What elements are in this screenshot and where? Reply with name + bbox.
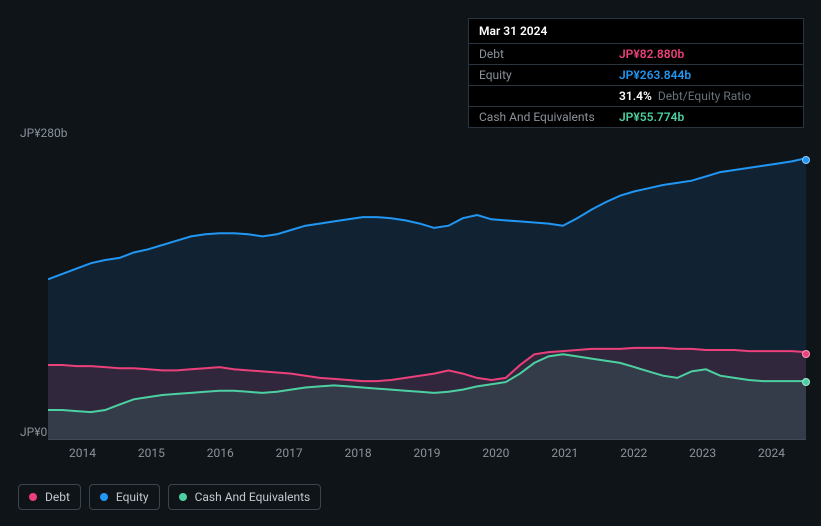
- tooltip-row: Equity JP¥263.844b: [469, 65, 803, 86]
- tooltip-row: Cash And Equivalents JP¥55.774b: [469, 107, 803, 127]
- legend-label: Debt: [45, 490, 70, 504]
- chart-legend: Debt Equity Cash And Equivalents: [18, 484, 321, 510]
- x-axis-year: 2022: [620, 446, 647, 460]
- y-axis-zero-label: JP¥0: [20, 425, 47, 439]
- legend-dot-icon: [100, 493, 108, 501]
- y-axis-max-label: JP¥280b: [20, 126, 67, 140]
- legend-item[interactable]: Cash And Equivalents: [168, 484, 322, 510]
- legend-item[interactable]: Debt: [18, 484, 81, 510]
- series-end-dot: [802, 156, 810, 164]
- tooltip-row-label: Debt: [479, 47, 599, 61]
- series-end-dot: [802, 378, 810, 386]
- x-axis-year: 2020: [482, 446, 509, 460]
- x-axis-year: 2019: [414, 446, 441, 460]
- tooltip-row-value: JP¥82.880b: [619, 47, 684, 61]
- x-axis-year: 2023: [689, 446, 716, 460]
- legend-dot-icon: [179, 493, 187, 501]
- legend-dot-icon: [29, 493, 37, 501]
- x-axis-year: 2017: [276, 446, 303, 460]
- tooltip-rows: Debt JP¥82.880b Equity JP¥263.844b 31.4%Debt…: [469, 44, 803, 127]
- tooltip-row-value: 31.4%Debt/Equity Ratio: [619, 89, 751, 103]
- chart-tooltip: Mar 31 2024 Debt JP¥82.880b Equity JP¥263.8…: [468, 18, 804, 128]
- tooltip-date: Mar 31 2024: [469, 19, 803, 44]
- legend-label: Cash And Equivalents: [195, 490, 311, 504]
- legend-label: Equity: [116, 490, 149, 504]
- tooltip-row-label: Equity: [479, 68, 599, 82]
- tooltip-row: 31.4%Debt/Equity Ratio: [469, 86, 803, 107]
- x-axis-year: 2018: [345, 446, 372, 460]
- tooltip-row-value: JP¥263.844b: [619, 68, 691, 82]
- tooltip-row-label: Cash And Equivalents: [479, 110, 599, 124]
- x-axis-year: 2015: [138, 446, 165, 460]
- x-axis-year: 2014: [69, 446, 96, 460]
- x-axis-year: 2016: [207, 446, 234, 460]
- x-axis-year: 2021: [551, 446, 578, 460]
- tooltip-row: Debt JP¥82.880b: [469, 44, 803, 65]
- tooltip-row-value: JP¥55.774b: [619, 110, 684, 124]
- x-axis-year: 2024: [758, 446, 785, 460]
- tooltip-row-label: [479, 89, 599, 103]
- legend-item[interactable]: Equity: [89, 484, 160, 510]
- series-end-dot: [802, 350, 810, 358]
- chart-plot: [48, 140, 806, 440]
